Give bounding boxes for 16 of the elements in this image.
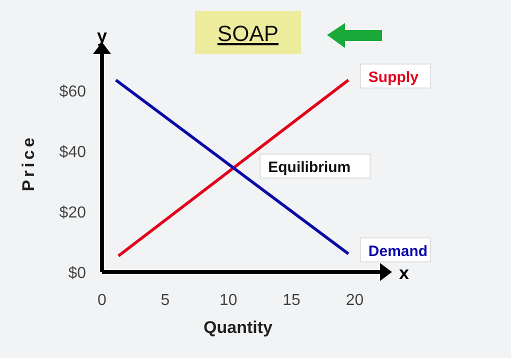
y-tick-label: $60 [59,83,86,100]
y-tick-label: $20 [59,204,86,222]
y-axis-title: Price [19,134,38,192]
x-tick-label: 0 [98,292,107,309]
x-tick-label: 20 [346,292,364,309]
x-axis-title: Quantity [204,318,274,337]
text: x [398,263,410,283]
series-label: Supply [368,69,420,86]
y-tick-label: $0 [68,265,86,282]
annotation: Equilibrium [268,159,351,176]
x-tick-label: 10 [219,292,238,309]
chart-title: SOAP [217,21,279,46]
y-tick-label: $40 [59,144,86,161]
x-tick-label: 15 [282,292,301,309]
series-label: Demand [368,242,428,260]
x-tick-label: 5 [160,292,170,309]
